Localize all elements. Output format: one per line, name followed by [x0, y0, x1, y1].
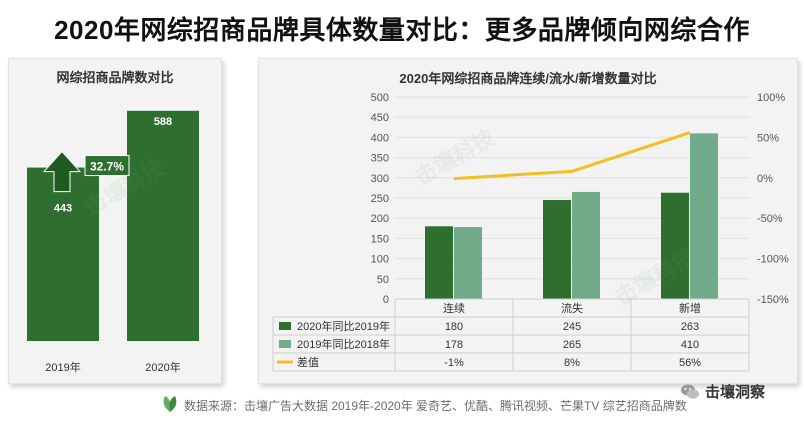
bar-value-label: 588 — [154, 116, 172, 128]
y-tick-label: 450 — [371, 112, 389, 124]
y-tick-label: 0 — [383, 294, 389, 306]
y2-tick-label: -100% — [757, 254, 789, 266]
y-tick-label: 200 — [371, 213, 389, 225]
brand-name: 击壤洞察 — [705, 384, 766, 401]
legend-swatch — [279, 340, 291, 348]
y-tick-label: 400 — [371, 132, 389, 144]
bar-series2 — [690, 133, 718, 299]
diff-line — [453, 131, 691, 181]
x-tick-label: 2019年 — [45, 360, 80, 374]
legend-label: 差值 — [297, 355, 319, 369]
y2-tick-label: 100% — [757, 92, 785, 104]
left-chart-title: 网综招商品牌数对比 — [56, 70, 174, 85]
table-cell: -1% — [444, 357, 464, 369]
x-category-label: 连续 — [443, 301, 465, 315]
y2-tick-label: 50% — [757, 132, 779, 144]
y2-tick-label: -150% — [757, 294, 789, 306]
x-category-label: 新增 — [679, 301, 701, 315]
legend-swatch — [279, 322, 291, 330]
bar-value-label: 443 — [54, 203, 72, 215]
table-cell: 180 — [445, 321, 463, 333]
y-tick-label: 100 — [371, 254, 389, 266]
table-cell: 8% — [564, 357, 580, 369]
y-tick-label: 300 — [371, 173, 389, 185]
y-tick-label: 250 — [371, 193, 389, 205]
bar-series1 — [661, 192, 689, 299]
table-cell: 410 — [681, 339, 699, 351]
legend-label: 2020年同比2019年 — [297, 319, 390, 333]
wechat-icon — [681, 384, 699, 399]
bar-series1 — [425, 226, 453, 299]
table-cell: 56% — [679, 357, 701, 369]
table-cell: 245 — [563, 321, 581, 333]
bar-0 — [27, 167, 99, 341]
y-tick-label: 150 — [371, 233, 389, 245]
bar-series1 — [543, 200, 571, 299]
x-tick-label: 2020年 — [145, 360, 180, 374]
y-tick-label: 500 — [371, 92, 389, 104]
bar-series2 — [572, 191, 600, 299]
y-tick-label: 350 — [371, 153, 389, 165]
right-combo-chart: 0 50 100 150 200 250 300 350 400 450 500 -150% -100%… — [272, 92, 789, 372]
y2-tick-label: -50% — [757, 213, 783, 225]
page-title: 2020年网综招商品牌具体数量对比：更多品牌倾向网综合作 — [54, 15, 750, 45]
y-tick-label: 50 — [377, 274, 389, 286]
table-cell: 263 — [681, 321, 699, 333]
growth-arrow-icon — [42, 150, 82, 193]
growth-badge — [84, 155, 130, 177]
bar-1 — [127, 110, 199, 341]
growth-label: 32.7% — [90, 160, 124, 174]
legend-label: 2019年同比2018年 — [297, 337, 390, 351]
left-bar-chart: 443 2019年 588 2020年 32.7% — [27, 110, 199, 374]
x-category-label: 流失 — [561, 301, 583, 315]
logo-leaf-icon — [163, 396, 177, 412]
brand-badge: 击壤洞察 — [680, 381, 765, 402]
table-cell: 178 — [445, 339, 463, 351]
right-chart-title: 2020年网综招商品牌连续/流水/新增数量对比 — [399, 71, 657, 86]
bar-series2 — [454, 227, 482, 299]
left-chart-panel: 网综招商品牌数对比 443 2019年 588 2020年 32.7% — [8, 58, 222, 384]
table-cell: 265 — [563, 339, 581, 351]
data-source-note: 数据来源：击壤广告大数据 2019年-2020年 爱奇艺、优酷、腾讯视频、芒果T… — [184, 399, 687, 413]
right-chart-panel: 2020年网综招商品牌连续/流水/新增数量对比 0 50 100 150 200 250 3… — [258, 58, 798, 384]
y2-tick-label: 0% — [757, 173, 773, 185]
